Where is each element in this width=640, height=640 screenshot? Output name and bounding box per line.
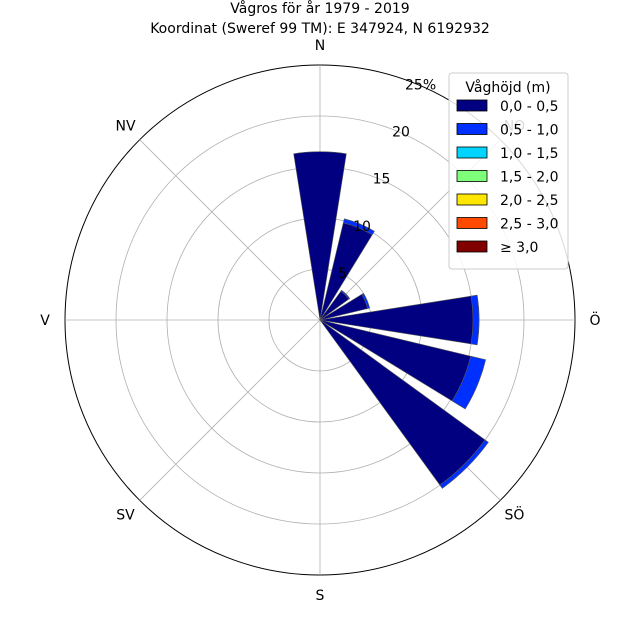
rose-bar-segment bbox=[342, 218, 375, 236]
direction-label: Ö bbox=[589, 311, 600, 329]
radial-tick-label: 20 bbox=[392, 125, 410, 141]
legend-label: 0,5 - 1,0 bbox=[500, 123, 558, 139]
rose-bar-segment bbox=[293, 151, 347, 321]
legend-swatch bbox=[456, 193, 488, 206]
rose-bar-segment bbox=[361, 292, 370, 309]
radial-tick-labels: 5 10 15 20 25% bbox=[338, 77, 436, 281]
chart-title: Vågros för år 1979 - 2019 bbox=[230, 0, 409, 17]
legend: Våghöjd (m) 0,0 - 0,5 0,5 - 1,0 1,0 - 1,5 1… bbox=[448, 72, 569, 270]
direction-label: SV bbox=[116, 507, 135, 523]
legend-title: Våghöjd (m) bbox=[465, 79, 550, 96]
legend-label: 0,0 - 0,5 bbox=[500, 99, 558, 115]
radial-tick-label: 15 bbox=[373, 172, 391, 188]
legend-label: 2,5 - 3,0 bbox=[500, 217, 558, 233]
legend-swatch bbox=[456, 170, 488, 182]
grid-spoke bbox=[139, 139, 321, 321]
grid-spoke bbox=[139, 319, 321, 501]
chart-subtitle: Koordinat (Sweref 99 TM): E 347924, N 61… bbox=[150, 21, 490, 37]
rose-bar-segment bbox=[340, 289, 351, 300]
direction-label: V bbox=[40, 313, 50, 329]
rose-bar-segment bbox=[451, 355, 486, 410]
direction-label: N bbox=[315, 38, 325, 54]
rose-bar-segment bbox=[439, 439, 489, 489]
radial-tick-label: 10 bbox=[353, 219, 371, 235]
legend-label: 1,0 - 1,5 bbox=[500, 146, 558, 162]
legend-swatch bbox=[456, 99, 488, 112]
legend-swatch bbox=[456, 146, 488, 159]
legend-items: 0,0 - 0,5 0,5 - 1,0 1,0 - 1,5 1,5 - 2,0 2,0 … bbox=[456, 99, 558, 256]
legend-label: 1,5 - 2,0 bbox=[500, 170, 558, 186]
legend-swatch bbox=[456, 123, 488, 135]
direction-label: S bbox=[316, 588, 325, 604]
legend-swatch bbox=[456, 217, 488, 229]
rose-bars bbox=[293, 151, 489, 489]
rose-bar-segment bbox=[470, 294, 480, 346]
radial-tick-label: 5 bbox=[338, 266, 347, 282]
direction-label: NV bbox=[116, 119, 136, 135]
legend-swatch bbox=[456, 240, 488, 253]
legend-label: ≥ 3,0 bbox=[500, 240, 538, 256]
legend-label: 2,0 - 2,5 bbox=[500, 193, 558, 209]
radial-tick-label: 25% bbox=[405, 77, 436, 93]
direction-label: SÖ bbox=[505, 505, 525, 523]
